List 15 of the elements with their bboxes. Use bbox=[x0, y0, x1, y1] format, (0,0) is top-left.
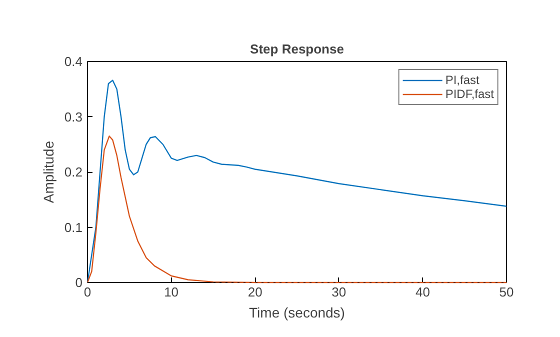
y-tick-label: 0 bbox=[75, 275, 83, 290]
chart-title: Step Response bbox=[250, 42, 344, 56]
x-tick-label: 20 bbox=[248, 284, 262, 300]
legend-label: PIDF,fast bbox=[445, 87, 494, 101]
x-axis-title: Time (seconds) bbox=[249, 304, 345, 320]
legend-label: PI,fast bbox=[445, 73, 480, 87]
x-tick-label: 10 bbox=[164, 284, 179, 300]
x-tick-label: 40 bbox=[415, 284, 430, 300]
x-tick-label: 50 bbox=[499, 284, 514, 300]
x-tick-label: 30 bbox=[332, 284, 346, 300]
y-axis-title: Amplitude bbox=[40, 140, 56, 204]
y-tick-label: 0.2 bbox=[64, 164, 83, 180]
y-tick-label: 0.4 bbox=[64, 54, 83, 69]
y-tick-label: 0.3 bbox=[64, 109, 83, 124]
y-tick-label: 0.1 bbox=[64, 220, 83, 235]
